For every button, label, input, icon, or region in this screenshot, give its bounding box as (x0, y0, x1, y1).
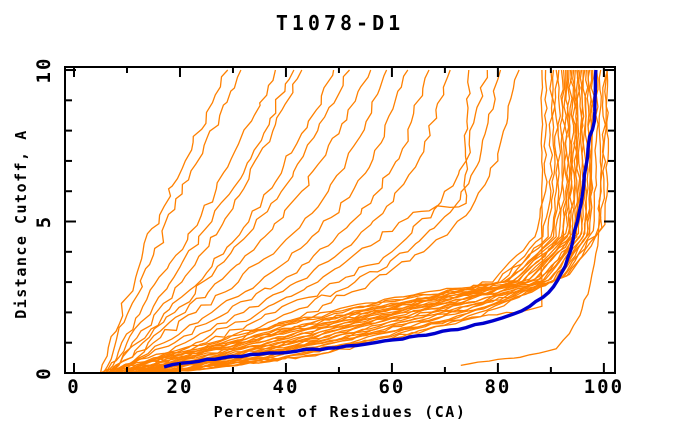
model-curve (110, 69, 350, 372)
model-curve (133, 69, 520, 372)
model-curve (127, 69, 489, 372)
model-curve (117, 69, 430, 372)
model-curve (101, 69, 548, 372)
y-tick-label: 5 (33, 215, 55, 228)
x-axis-title: Percent of Residues (CA) (213, 403, 467, 421)
model-curve (105, 69, 277, 372)
model-curve (105, 69, 295, 372)
model-curve (143, 69, 586, 372)
model-curve (130, 69, 502, 372)
model-curve (146, 69, 578, 372)
model-curve (116, 69, 409, 372)
x-tick-label: 40 (273, 376, 300, 398)
y-axis-title: Distance Cutoff, A (12, 129, 30, 319)
y-tick-label: 10 (33, 57, 55, 84)
model-curve (128, 69, 571, 372)
model-curve (122, 69, 451, 372)
x-tick-label: 100 (584, 376, 624, 398)
model-curve (111, 69, 303, 372)
model-curve (100, 69, 229, 372)
model-curve (460, 69, 608, 367)
model-curve (111, 69, 388, 372)
x-tick-label: 80 (484, 376, 511, 398)
model-curve (108, 69, 335, 372)
model-curve (138, 69, 583, 372)
y-tick-label: 0 (33, 366, 55, 379)
x-tick-label: 60 (378, 376, 405, 398)
highlighted-model-curve (163, 69, 598, 369)
model-curve (116, 69, 372, 372)
model-curve (168, 69, 610, 372)
model-curve (106, 69, 554, 372)
model-curve (133, 69, 575, 372)
chart-title: T1078-D1 (275, 11, 405, 35)
x-tick-label: 0 (67, 376, 80, 398)
model-curve (122, 69, 471, 372)
model-curve (144, 69, 581, 372)
model-curve (103, 69, 242, 372)
x-tick-label: 20 (167, 376, 194, 398)
plot-border (64, 66, 616, 374)
